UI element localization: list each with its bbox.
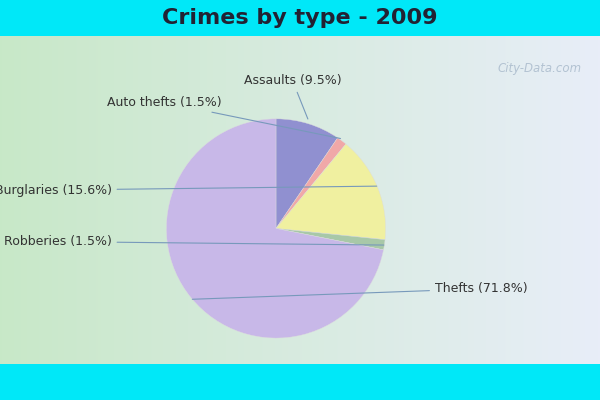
Text: Burglaries (15.6%): Burglaries (15.6%) (0, 184, 377, 196)
Text: Crimes by type - 2009: Crimes by type - 2009 (162, 8, 438, 28)
Text: Robberies (1.5%): Robberies (1.5%) (4, 235, 384, 248)
Wedge shape (166, 119, 383, 338)
Text: Thefts (71.8%): Thefts (71.8%) (193, 282, 527, 299)
Wedge shape (276, 138, 346, 228)
Wedge shape (276, 119, 338, 228)
Text: Auto thefts (1.5%): Auto thefts (1.5%) (107, 96, 340, 138)
Wedge shape (276, 228, 385, 250)
Wedge shape (276, 144, 386, 240)
Text: City-Data.com: City-Data.com (498, 62, 582, 75)
Text: Assaults (9.5%): Assaults (9.5%) (244, 74, 341, 119)
